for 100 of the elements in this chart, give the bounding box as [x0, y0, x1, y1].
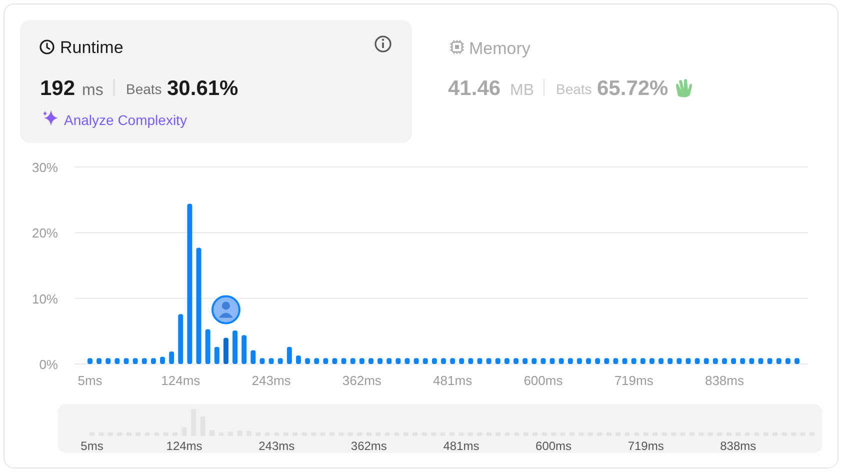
bar — [386, 358, 392, 364]
text: MB — [510, 82, 534, 99]
y-tick-label: 20% — [32, 226, 58, 241]
bar — [595, 358, 600, 364]
bar — [414, 358, 419, 364]
bar — [576, 358, 582, 364]
x-tick-label: 838ms — [720, 439, 756, 453]
x-tick-label: 719ms — [614, 373, 654, 388]
bar — [532, 358, 537, 364]
bar — [160, 356, 166, 364]
bar — [242, 335, 247, 364]
bar — [514, 358, 519, 364]
bar — [740, 358, 746, 364]
bar — [631, 358, 636, 364]
bar — [250, 350, 256, 364]
bar — [495, 358, 500, 364]
text: 65.72% — [597, 77, 669, 100]
bar — [169, 352, 174, 364]
bar — [350, 358, 356, 364]
bar — [106, 358, 111, 364]
text: Runtime — [60, 38, 124, 57]
text: Memory — [469, 39, 531, 58]
bar — [694, 358, 700, 364]
x-tick-label: 481ms — [443, 439, 480, 453]
bar — [441, 358, 446, 364]
y-tick-label: 0% — [39, 357, 58, 372]
bar — [649, 358, 654, 364]
x-tick-label: 362ms — [342, 373, 382, 388]
bar — [178, 314, 184, 364]
y-tick-label: 30% — [32, 160, 58, 175]
text: Beats — [126, 81, 162, 97]
text: Analyze Complexity — [64, 112, 187, 128]
bar — [550, 358, 555, 364]
bar — [232, 330, 238, 364]
bar — [522, 358, 528, 364]
bar — [396, 358, 401, 364]
bar — [504, 358, 510, 364]
x-tick-label: 124ms — [161, 373, 201, 388]
bar — [558, 358, 564, 364]
bar — [640, 358, 646, 364]
x-tick-label: 124ms — [166, 439, 202, 453]
bar — [477, 358, 482, 364]
bar — [676, 358, 682, 364]
x-tick-label: 719ms — [628, 439, 664, 453]
bar — [323, 358, 328, 364]
bar — [205, 329, 210, 364]
text: 192 — [40, 77, 76, 100]
bar — [722, 358, 727, 364]
bar — [96, 358, 102, 364]
bar — [450, 358, 456, 364]
bar — [368, 358, 374, 364]
bar — [586, 358, 592, 364]
bar — [613, 358, 618, 364]
bar — [278, 358, 283, 364]
bar — [794, 358, 800, 364]
bar — [305, 358, 310, 364]
bar — [568, 358, 573, 364]
bar — [404, 358, 410, 364]
bar — [124, 358, 129, 364]
bar — [604, 358, 610, 364]
bar — [187, 204, 192, 364]
x-tick-label: 600ms — [524, 373, 564, 388]
bar — [468, 358, 474, 364]
bar — [731, 358, 736, 364]
bar — [658, 358, 664, 364]
bar — [332, 358, 338, 364]
text: 41.46 — [448, 77, 501, 100]
x-tick-label: 5ms — [80, 439, 104, 453]
bar — [776, 358, 782, 364]
bar — [214, 346, 220, 364]
bar — [486, 358, 492, 364]
x-tick-label: 243ms — [252, 373, 292, 388]
bar — [268, 358, 274, 364]
bar — [459, 358, 464, 364]
x-tick-label: 481ms — [433, 373, 473, 388]
bar — [540, 358, 546, 364]
x-tick-label: 243ms — [258, 439, 295, 453]
bar — [749, 358, 754, 364]
bar — [114, 358, 120, 364]
bar — [686, 358, 691, 364]
bar — [150, 358, 156, 364]
bar — [712, 358, 718, 364]
bar — [296, 355, 301, 364]
bar — [668, 358, 673, 364]
text: ms — [82, 82, 104, 99]
bar — [314, 358, 320, 364]
bar — [88, 358, 92, 364]
bar — [359, 358, 364, 364]
x-tick-label: 5ms — [78, 373, 103, 388]
bar — [767, 358, 772, 364]
bar — [704, 358, 709, 364]
bar — [286, 346, 292, 364]
x-tick-label: 362ms — [350, 439, 387, 453]
bar — [432, 358, 437, 364]
bar — [196, 248, 202, 364]
bar — [378, 358, 383, 364]
bar — [422, 358, 428, 364]
bar — [132, 358, 138, 364]
bar — [341, 358, 346, 364]
text: Beats — [556, 81, 592, 97]
